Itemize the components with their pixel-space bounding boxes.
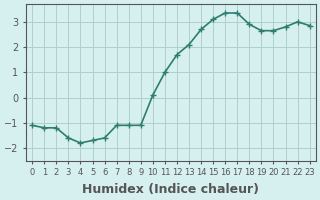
X-axis label: Humidex (Indice chaleur): Humidex (Indice chaleur) [83,183,260,196]
